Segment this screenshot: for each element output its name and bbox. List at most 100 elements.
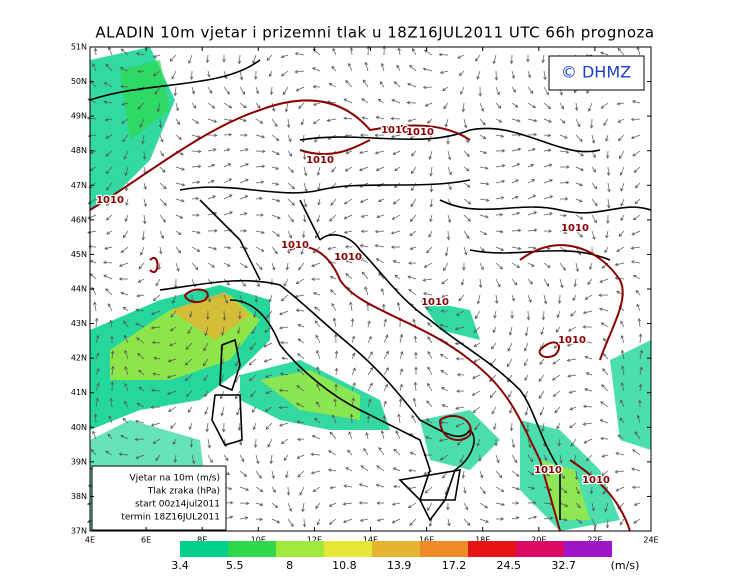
wind-arrow xyxy=(460,86,465,95)
wind-arrow xyxy=(255,180,265,184)
wind-arrow xyxy=(509,422,514,432)
wind-arrow xyxy=(463,502,469,511)
wind-arrow xyxy=(287,518,294,527)
wind-arrow xyxy=(331,302,337,312)
wind-arrow xyxy=(248,374,257,382)
wind-arrow xyxy=(159,214,166,223)
wind-arrow xyxy=(429,198,434,208)
wind-arrow xyxy=(296,368,305,376)
coastline xyxy=(319,234,561,520)
wind-arrow xyxy=(412,397,417,408)
isobar-label: 1010 xyxy=(306,155,334,166)
wind-arrow xyxy=(173,86,178,97)
wind-arrow xyxy=(351,352,356,360)
wind-arrow xyxy=(455,422,465,428)
wind-arrow xyxy=(638,333,643,344)
wind-arrow xyxy=(574,470,579,481)
wind-arrow xyxy=(428,230,433,238)
wind-arrow xyxy=(591,230,596,241)
wind-arrow xyxy=(239,486,250,491)
wind-arrow xyxy=(295,308,305,313)
wind-arrow xyxy=(428,150,433,160)
wind-arrow xyxy=(524,406,529,416)
wind-arrow xyxy=(360,465,369,472)
wind-arrow xyxy=(524,342,529,352)
wind-arrow xyxy=(527,86,534,94)
colorbar-swatch xyxy=(228,541,276,557)
wind-arrow xyxy=(263,342,273,348)
wind-arrow xyxy=(284,102,289,113)
wind-arrow xyxy=(541,422,545,433)
wind-arrow xyxy=(251,406,257,413)
wind-arrow xyxy=(639,366,643,376)
wind-arrow xyxy=(95,334,100,344)
wind-arrow xyxy=(120,84,129,89)
wind-arrow xyxy=(366,45,371,56)
wind-arrow xyxy=(287,246,291,255)
wind-arrow xyxy=(205,54,210,64)
wind-arrow xyxy=(109,319,113,328)
wind-arrow xyxy=(394,274,401,280)
wind-arrow xyxy=(255,230,265,234)
wind-arrow xyxy=(390,116,401,121)
wind-arrow xyxy=(439,454,449,461)
wind-arrow xyxy=(223,163,232,168)
wind-arrow xyxy=(616,246,625,252)
wind-arrow xyxy=(407,82,417,88)
wind-arrow xyxy=(250,390,257,397)
island xyxy=(398,469,461,501)
wind-arrow xyxy=(254,70,258,80)
wind-arrow xyxy=(443,262,449,272)
wind-arrow xyxy=(136,337,145,344)
wind-arrow xyxy=(278,326,289,330)
wind-arrow xyxy=(151,388,161,392)
isobar-label: 1010 xyxy=(96,195,124,206)
wind-arrow xyxy=(408,468,417,473)
wind-arrow xyxy=(315,150,321,160)
wind-arrow xyxy=(511,163,521,168)
wind-arrow xyxy=(495,212,504,217)
wind-arrow xyxy=(631,485,641,489)
wind-arrow xyxy=(618,230,625,237)
wind-arrow xyxy=(345,467,353,472)
wind-arrow xyxy=(427,366,433,376)
wind-arrow xyxy=(124,365,129,376)
wind-arrow xyxy=(110,381,114,392)
isobar xyxy=(89,99,471,211)
info-box xyxy=(91,465,227,531)
colorbar-swatch xyxy=(276,541,324,557)
wind-arrow xyxy=(141,230,146,241)
wind-arrow xyxy=(239,163,250,168)
wind-arrow xyxy=(267,438,273,448)
wind-arrow xyxy=(302,214,307,223)
wind-arrow xyxy=(489,374,497,382)
wind-arrow xyxy=(329,431,337,440)
isobar-label: 1010 xyxy=(281,240,309,251)
wind-arrow xyxy=(248,358,257,366)
x-tick-label: 24E xyxy=(643,536,658,545)
wind-arrow xyxy=(329,214,337,222)
y-tick-label: 44N xyxy=(71,285,87,294)
wind-arrow xyxy=(297,338,305,344)
colorbar-swatch xyxy=(372,541,420,557)
wind-arrow xyxy=(316,166,321,176)
wind-arrow xyxy=(249,342,257,350)
wind-arrow xyxy=(461,470,466,479)
wind-arrow xyxy=(570,310,577,317)
wind-arrow xyxy=(406,100,417,105)
wind-arrow xyxy=(407,118,417,123)
wind-arrow xyxy=(413,381,418,392)
island xyxy=(211,394,243,446)
wind-arrow xyxy=(575,182,583,187)
wind-arrow xyxy=(543,212,553,216)
wind-arrow xyxy=(271,166,280,170)
wind-arrow xyxy=(634,198,641,205)
wind-arrow xyxy=(426,400,433,408)
wind-arrow xyxy=(204,390,209,398)
wind-arrow xyxy=(557,294,562,304)
wind-arrow xyxy=(207,86,213,94)
wind-arrow xyxy=(287,214,294,223)
wind-arrow xyxy=(189,310,193,318)
wind-arrow xyxy=(409,451,417,456)
wind-arrow xyxy=(105,288,113,296)
